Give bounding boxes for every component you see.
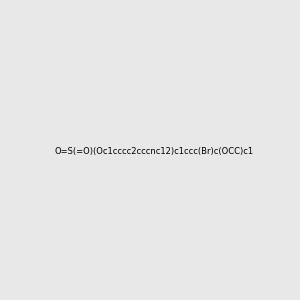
Text: O=S(=O)(Oc1cccc2cccnc12)c1ccc(Br)c(OCC)c1: O=S(=O)(Oc1cccc2cccnc12)c1ccc(Br)c(OCC)c… xyxy=(54,147,253,156)
